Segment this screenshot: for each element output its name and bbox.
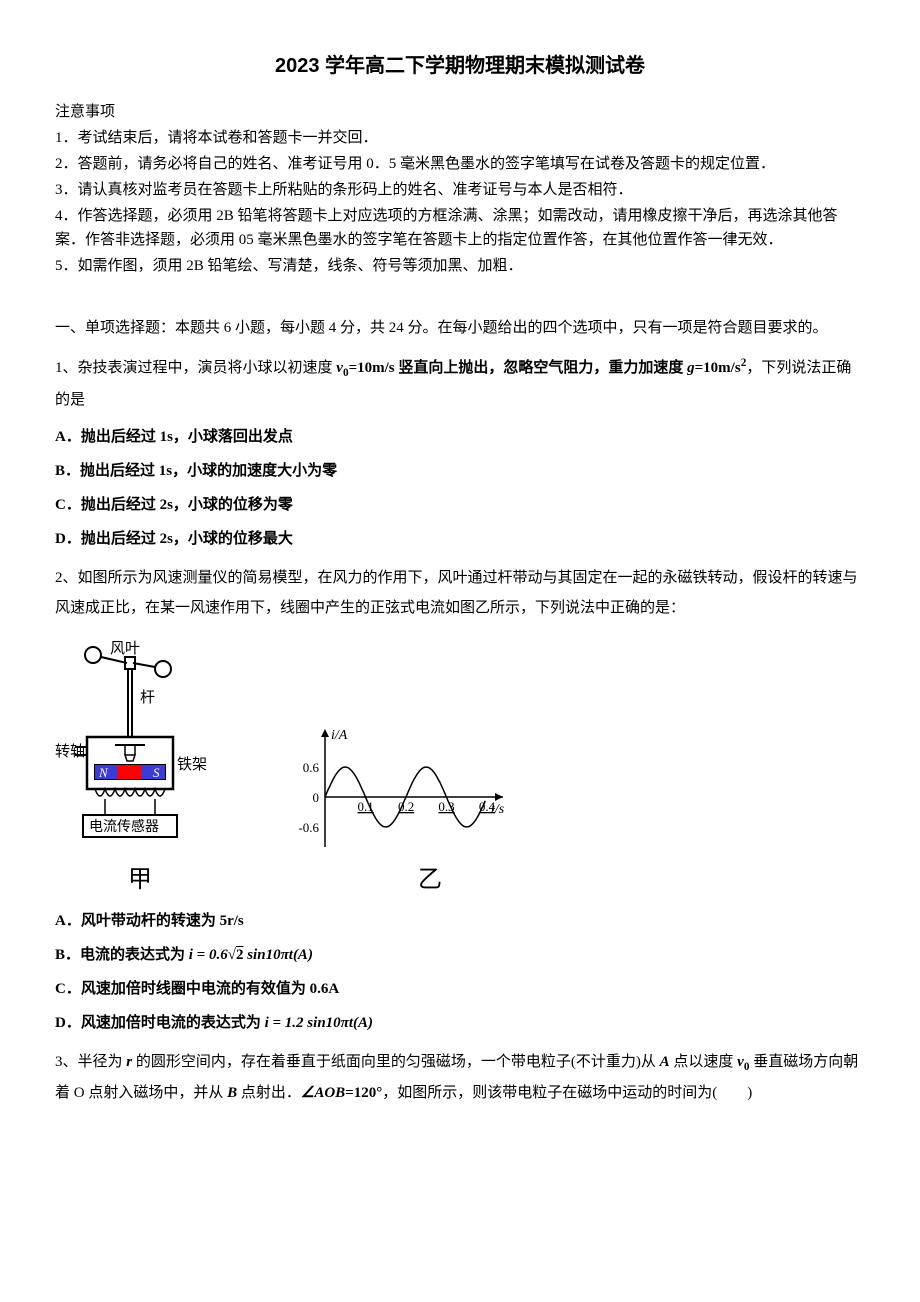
svg-text:杆: 杆 — [140, 689, 155, 706]
q3-text: 3、半径为 — [55, 1054, 126, 1070]
question-2-choices: A．风叶带动杆的转速为 5r/s B．电流的表达式为 i = 0.6√2 sin… — [55, 909, 865, 1035]
page-title: 2023 学年高二下学期物理期末模拟测试卷 — [55, 50, 865, 82]
q2-b-pre: B．电流的表达式为 — [55, 947, 185, 963]
q1-choice-a: A．抛出后经过 1s，小球落回出发点 — [55, 425, 865, 449]
svg-text:铁架: 铁架 — [177, 756, 207, 773]
q3-v0: v — [737, 1054, 744, 1070]
q1-choice-b: B．抛出后经过 1s，小球的加速度大小为零 — [55, 459, 865, 483]
sine-current-chart: i/At/s0.60-0.60.10.20.30.4 — [285, 727, 505, 857]
section-1-intro: 一、单项选择题：本题共 6 小题，每小题 4 分，共 24 分。在每小题给出的四… — [55, 316, 865, 340]
q1-choice-c: C．抛出后经过 2s，小球的位移为零 — [55, 493, 865, 517]
q2-d-formula: i = 1.2 sin10πt(A) — [265, 1015, 373, 1031]
figure-jia-label: 甲 — [55, 861, 225, 899]
q3-B: B — [227, 1085, 237, 1101]
svg-text:风叶: 风叶 — [110, 640, 140, 657]
q2-d-pre: D．风速加倍时电流的表达式为 — [55, 1015, 261, 1031]
svg-text:0.6: 0.6 — [303, 760, 320, 775]
svg-text:S: S — [153, 765, 160, 780]
q3-text: 的圆形空间内，存在着垂直于纸面向里的匀强磁场，一个带电粒子(不计重力)从 — [132, 1054, 660, 1070]
q3-text: ，如图所示，则该带电粒子在磁场中运动的时间为( ) — [382, 1085, 752, 1101]
instruction-item: 2．答题前，请务必将自己的姓名、准考证号用 0．5 毫米黑色墨水的签字笔填写在试… — [55, 152, 865, 176]
instruction-item: 1．考试结束后，请将本试卷和答题卡一并交回． — [55, 126, 865, 150]
q1-choice-d: D．抛出后经过 2s，小球的位移最大 — [55, 527, 865, 551]
q3-text: =120° — [345, 1085, 382, 1101]
figure-yi-label: 乙 — [355, 861, 505, 899]
question-3-stem: 3、半径为 r 的圆形空间内，存在着垂直于纸面向里的匀强磁场，一个带电粒子(不计… — [55, 1047, 865, 1109]
svg-text:0: 0 — [313, 790, 320, 805]
q2-choice-b: B．电流的表达式为 i = 0.6√2 sin10πt(A) — [55, 943, 865, 967]
svg-text:0.2: 0.2 — [398, 799, 414, 814]
instruction-item: 3．请认真核对监考员在答题卡上所粘贴的条形码上的姓名、准考证号与本人是否相符． — [55, 178, 865, 202]
svg-text:转轴: 转轴 — [55, 743, 85, 760]
instruction-item: 5．如需作图，须用 2B 铅笔绘、写清楚，线条、符号等须加黑、加粗． — [55, 254, 865, 278]
instruction-item: 4．作答选择题，必须用 2B 铅笔将答题卡上对应选项的方框涂满、涂黑；如需改动，… — [55, 204, 865, 252]
q1-v0: v — [336, 360, 343, 376]
question-1-choices: A．抛出后经过 1s，小球落回出发点 B．抛出后经过 1s，小球的加速度大小为零… — [55, 425, 865, 551]
q1-text: =10m/s 竖直向上抛出，忽略空气阻力，重力加速度 — [349, 360, 688, 376]
question-1-stem: 1、杂技表演过程中，演员将小球以初速度 v0=10m/s 竖直向上抛出，忽略空气… — [55, 352, 865, 415]
q1-text: =10m/s — [695, 360, 741, 376]
svg-text:N: N — [98, 765, 109, 780]
svg-text:i/A: i/A — [331, 728, 348, 743]
question-2-figures: 风叶 杆 转轴 铁架 N S — [55, 637, 865, 899]
question-2-stem: 2、如图所示为风速测量仪的简易模型，在风力的作用下，风叶通过杆带动与其固定在一起… — [55, 563, 865, 623]
device-diagram-icon: 风叶 杆 转轴 铁架 N S — [55, 637, 225, 857]
q3-text: 点以速度 — [670, 1054, 738, 1070]
q3-angle: ∠AOB — [301, 1085, 345, 1101]
svg-text:-0.6: -0.6 — [298, 820, 319, 835]
q1-text: 1、杂技表演过程中，演员将小球以初速度 — [55, 360, 336, 376]
figure-yi-graph: i/At/s0.60-0.60.10.20.30.4 乙 — [285, 727, 505, 899]
svg-text:电流传感器: 电流传感器 — [89, 818, 159, 835]
instructions-block: 1．考试结束后，请将本试卷和答题卡一并交回． 2．答题前，请务必将自己的姓名、准… — [55, 126, 865, 278]
q3-A: A — [660, 1054, 670, 1070]
q2-choice-a: A．风叶带动杆的转速为 5r/s — [55, 909, 865, 933]
q1-g: g — [687, 360, 695, 376]
figure-jia-device: 风叶 杆 转轴 铁架 N S — [55, 637, 225, 899]
q3-text: 点射出． — [237, 1085, 301, 1101]
q2-b-formula: i = 0.6√2 sin10πt(A) — [189, 947, 313, 963]
svg-text:0.4: 0.4 — [479, 799, 496, 814]
notice-heading: 注意事项 — [55, 100, 865, 124]
q2-choice-c: C．风速加倍时线圈中电流的有效值为 0.6A — [55, 977, 865, 1001]
q2-choice-d: D．风速加倍时电流的表达式为 i = 1.2 sin10πt(A) — [55, 1011, 865, 1035]
